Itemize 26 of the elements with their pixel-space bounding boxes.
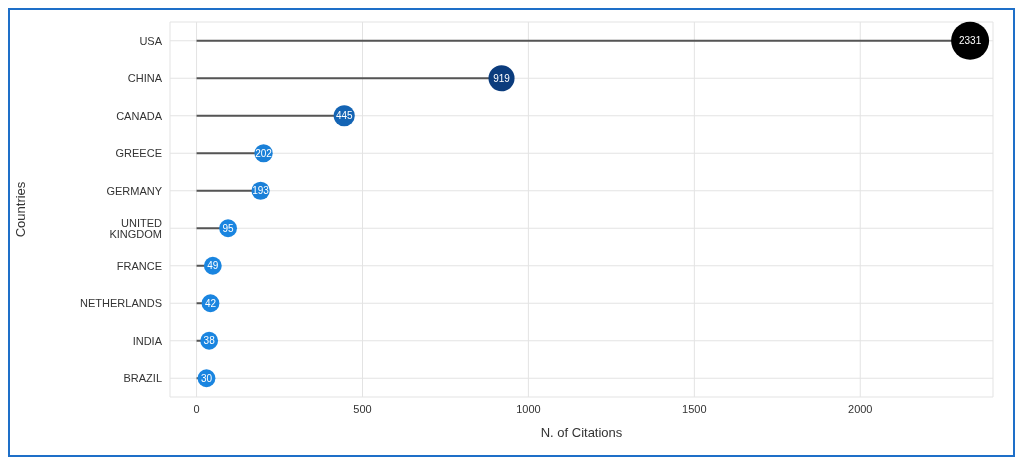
- y-tick-label: GERMANY: [106, 184, 163, 197]
- data-label: 445: [335, 110, 353, 122]
- data-label: 38: [203, 335, 216, 347]
- x-tick-label: 1000: [516, 402, 541, 415]
- data-label: 2331: [958, 35, 982, 47]
- data-label: 49: [207, 260, 219, 272]
- x-tick-label: 500: [353, 402, 372, 415]
- y-tick-label: USA: [139, 34, 163, 47]
- data-label: 193: [252, 185, 270, 197]
- y-tick-label: FRANCE: [116, 259, 162, 272]
- y-tick-label: NETHERLANDS: [80, 297, 162, 310]
- x-axis-title: N. of Citations: [540, 425, 623, 440]
- data-label: 919: [493, 72, 511, 84]
- x-tick-label: 1500: [682, 402, 707, 415]
- y-axis-title: Countries: [12, 181, 28, 238]
- data-label: 95: [222, 222, 235, 234]
- x-tick-label: 2000: [848, 402, 873, 415]
- y-tick-label: BRAZIL: [123, 372, 162, 385]
- y-tick-label: INDIA: [132, 334, 163, 347]
- data-label: 42: [204, 297, 217, 309]
- y-tick-label: GREECE: [115, 147, 162, 160]
- x-tick-label: 0: [193, 402, 200, 415]
- y-tick-label: UNITED KINGDOM: [109, 216, 163, 240]
- y-tick-label: CANADA: [116, 109, 163, 122]
- y-tick-label: CHINA: [127, 72, 163, 85]
- data-label: 202: [255, 147, 273, 159]
